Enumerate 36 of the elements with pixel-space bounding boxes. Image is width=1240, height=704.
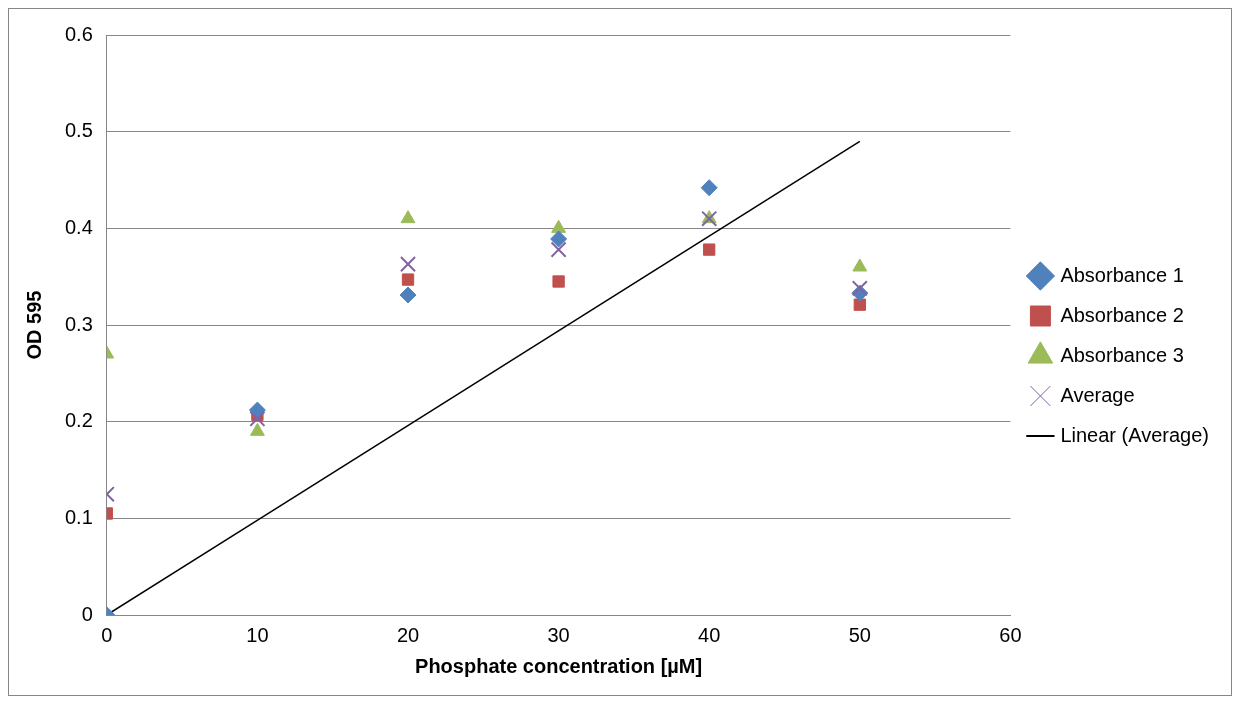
x-tick-label: 0 — [101, 623, 113, 646]
point — [551, 219, 567, 233]
point — [550, 241, 567, 258]
y-tick-label: 0.2 — [64, 409, 93, 432]
point — [851, 280, 868, 297]
x-tick-label: 50 — [848, 623, 871, 646]
legend-label: Linear (Average) — [1060, 423, 1210, 446]
point — [399, 256, 417, 273]
legend-label: Absorbance 3 — [1060, 343, 1184, 366]
x-tick-label: 20 — [396, 623, 420, 646]
point — [399, 286, 417, 304]
x-tick-label: 30 — [547, 623, 570, 646]
y-tick-label: 0.1 — [64, 505, 93, 528]
y-tick-label: 0 — [81, 602, 93, 625]
x-tick-label: 40 — [698, 623, 721, 646]
point — [552, 275, 565, 288]
point — [700, 179, 718, 197]
x-tick-label: 10 — [246, 623, 269, 646]
y-tick-label: 0.5 — [64, 119, 93, 142]
point — [550, 230, 568, 248]
y-axis-title: OD 595 — [22, 290, 45, 360]
point — [249, 410, 266, 427]
x-axis-title: Phosphate concentration [µM] — [415, 654, 703, 677]
legend-label: Average — [1060, 383, 1135, 406]
point — [853, 298, 866, 311]
point — [248, 401, 266, 419]
y-tick-label: 0.6 — [64, 22, 93, 45]
point — [400, 210, 416, 224]
legend-label: Absorbance 1 — [1060, 263, 1184, 286]
y-tick-label: 0.4 — [64, 215, 93, 238]
point — [703, 243, 716, 256]
point — [401, 273, 415, 286]
x-tick-label: 60 — [999, 623, 1022, 646]
point — [852, 258, 868, 272]
legend-label: Absorbance 2 — [1060, 303, 1184, 326]
y-tick-label: 0.3 — [64, 312, 93, 335]
